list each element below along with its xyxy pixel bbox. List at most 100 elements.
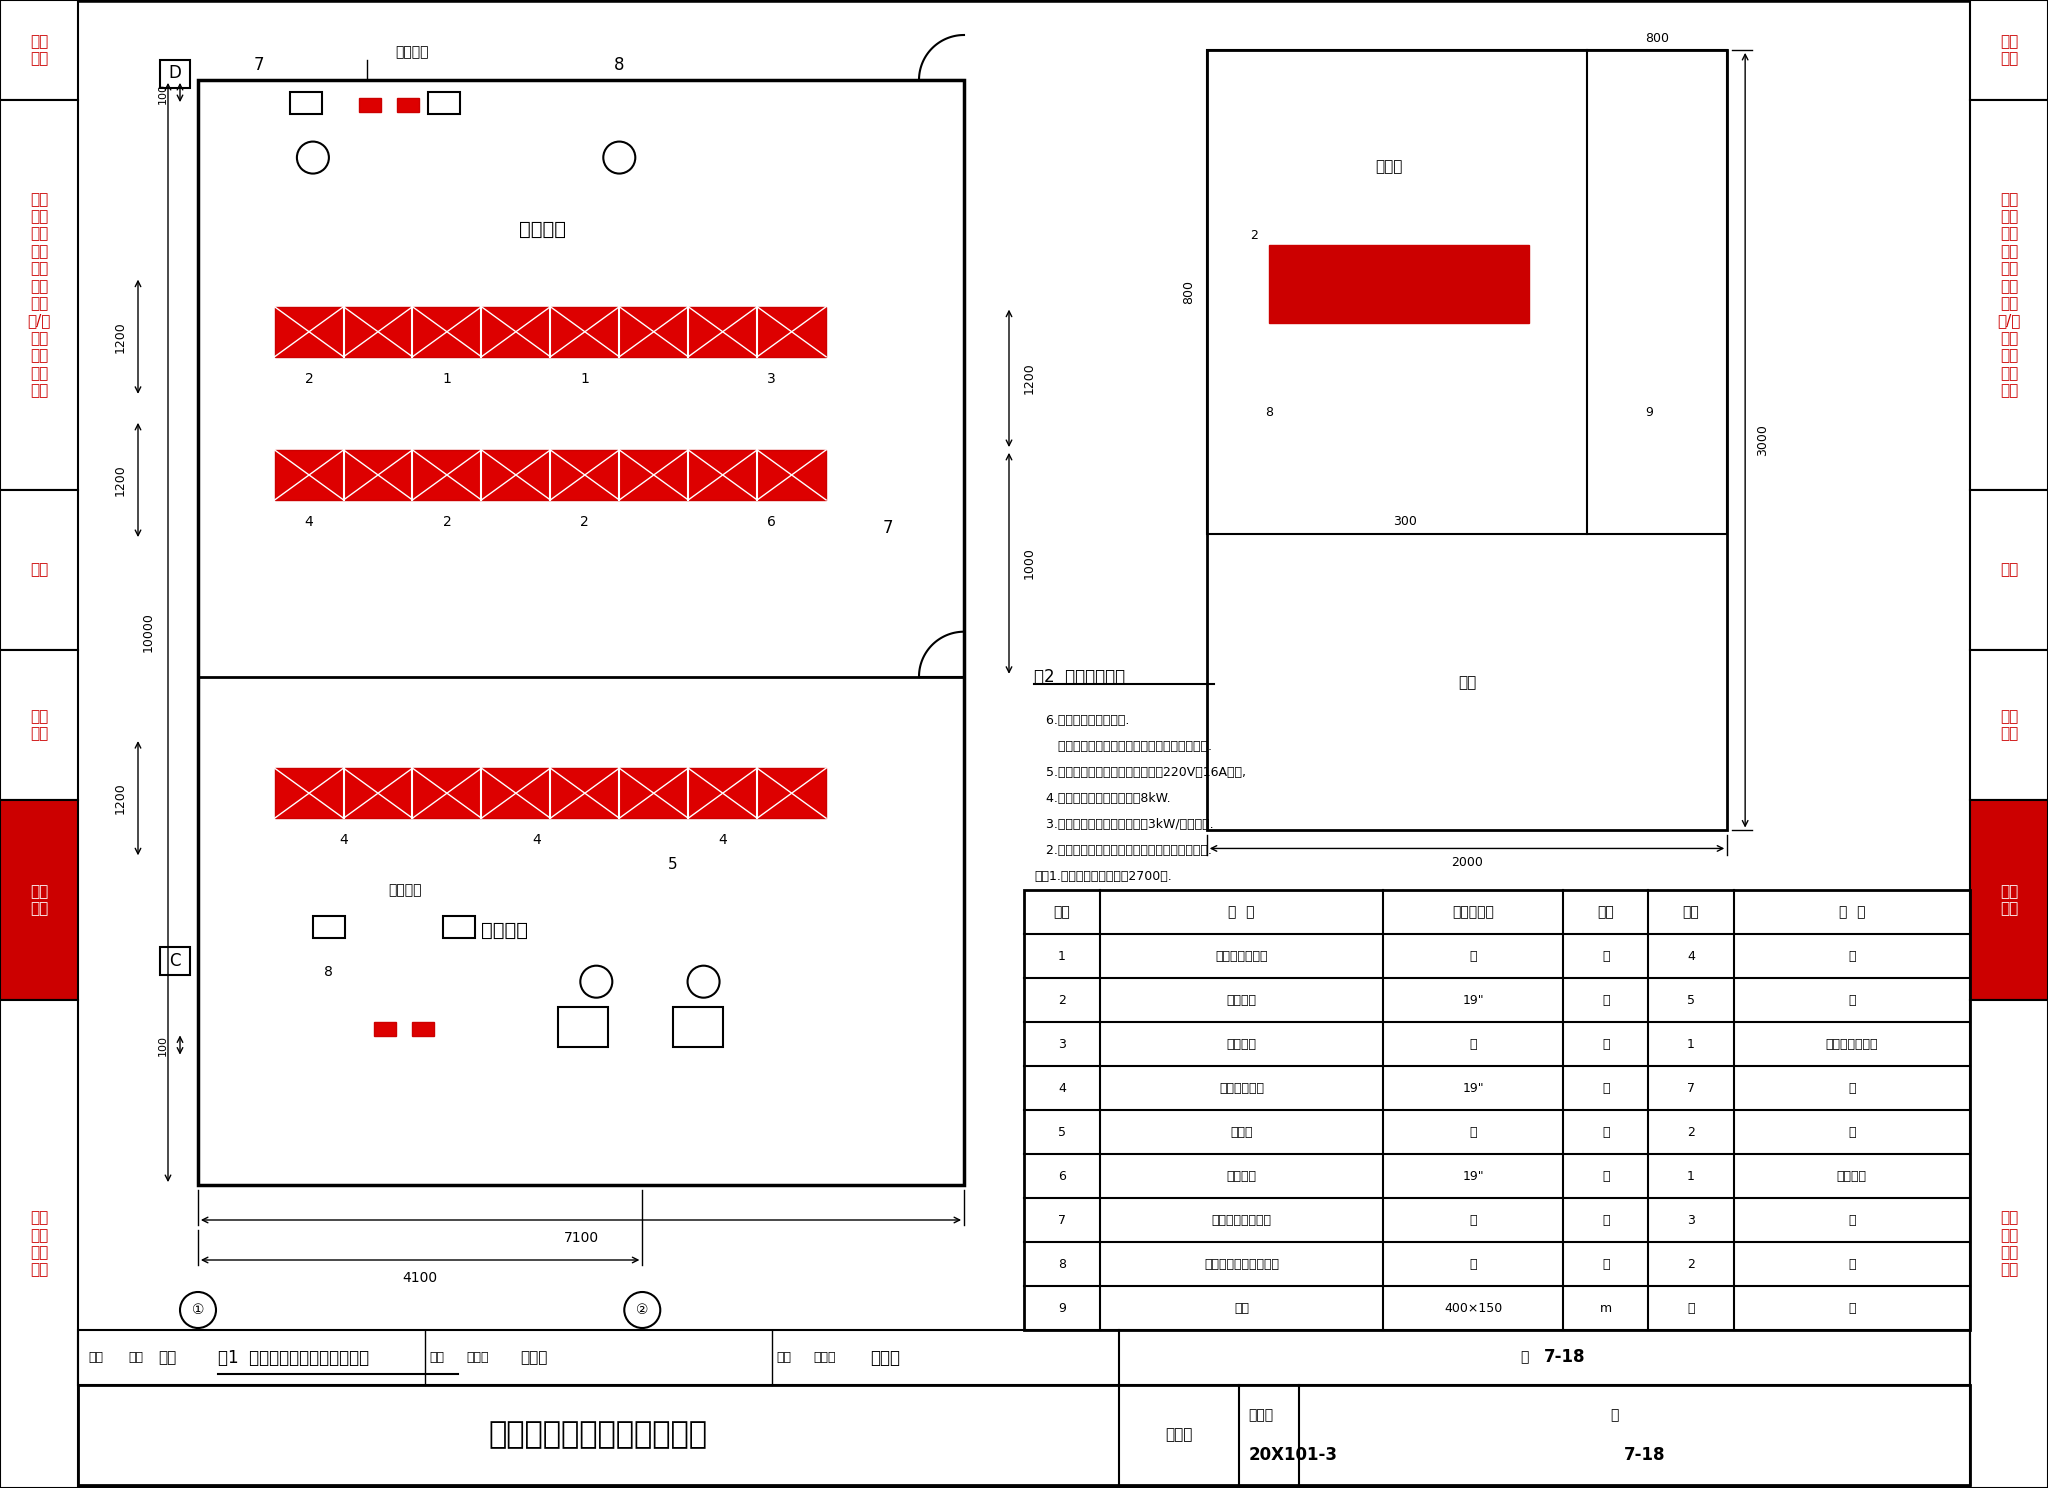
Bar	[274, 449, 825, 500]
Text: ②: ②	[637, 1303, 649, 1317]
Text: 办公楼机房及电信间布置图: 办公楼机房及电信间布置图	[489, 1421, 709, 1449]
Text: 工程
示例: 工程 示例	[31, 884, 47, 917]
Text: 页: 页	[1520, 1351, 1528, 1364]
Bar	[412, 1022, 434, 1036]
Bar	[313, 915, 344, 937]
Bar	[428, 92, 461, 115]
Text: 数量: 数量	[1683, 905, 1700, 920]
Text: 电话交换机柜: 电话交换机柜	[1219, 1082, 1264, 1095]
Text: 10000: 10000	[141, 613, 154, 652]
Text: 20X101-3: 20X101-3	[1249, 1446, 1337, 1464]
Text: 校对: 校对	[430, 1351, 444, 1364]
Bar	[1970, 650, 2048, 801]
Bar	[78, 1330, 1970, 1385]
Text: 综合
布线
系统
设计
光纤
到用
户单
元/户
无源
光局
域网
系统: 综合 布线 系统 设计 光纤 到用 户单 元/户 无源 光局 域网 系统	[1997, 192, 2021, 399]
Text: 8: 8	[1059, 1257, 1065, 1271]
Text: ①: ①	[193, 1303, 205, 1317]
Text: 1: 1	[1059, 949, 1065, 963]
Text: 孙兰: 孙兰	[127, 1351, 143, 1364]
Text: －: －	[1847, 1214, 1855, 1226]
Text: 19": 19"	[1462, 1170, 1485, 1183]
Text: 个: 个	[1602, 1037, 1610, 1051]
Bar	[358, 98, 381, 112]
Bar	[274, 768, 825, 818]
Text: 7100: 7100	[563, 1231, 598, 1245]
Text: 配线机柜: 配线机柜	[1227, 994, 1257, 1006]
Text: 19": 19"	[1462, 1082, 1485, 1095]
Text: 7: 7	[883, 518, 893, 537]
Text: －: －	[1847, 1125, 1855, 1138]
Text: 综合
布线
系统
设计
光纤
到用
户单
元/户
无源
光局
域网
系统: 综合 布线 系统 设计 光纤 到用 户单 元/户 无源 光局 域网 系统	[27, 192, 51, 399]
Bar	[0, 650, 78, 801]
Text: 审核: 审核	[88, 1351, 102, 1364]
Text: 个: 个	[1602, 1125, 1610, 1138]
Text: 计算机网络机柜: 计算机网络机柜	[1214, 949, 1268, 963]
Text: 8: 8	[614, 57, 625, 74]
Bar	[1970, 801, 2048, 1000]
Text: 计算机网络系统: 计算机网络系统	[1825, 1037, 1878, 1051]
Bar	[557, 1007, 608, 1048]
Bar	[160, 60, 190, 88]
Text: 图集号: 图集号	[1165, 1427, 1192, 1442]
Text: －: －	[1470, 949, 1477, 963]
Text: －: －	[1847, 994, 1855, 1006]
Text: 4: 4	[340, 833, 348, 847]
Bar	[291, 92, 322, 115]
Text: 型号及规格: 型号及规格	[1452, 905, 1495, 920]
Text: 陕朝阳: 陕朝阳	[813, 1351, 836, 1364]
Text: 4.电话机房内设备用电量为8kW.: 4.电话机房内设备用电量为8kW.	[1034, 792, 1171, 805]
Text: 2: 2	[1688, 1257, 1696, 1271]
Bar	[1206, 51, 1726, 830]
Text: 3: 3	[766, 372, 776, 385]
Text: 单位: 单位	[1597, 905, 1614, 920]
Text: 图集号: 图集号	[1249, 1408, 1274, 1423]
Text: 7: 7	[254, 57, 264, 74]
Bar	[78, 1385, 1970, 1485]
Bar	[0, 100, 78, 490]
Text: 朱立彤: 朱立彤	[467, 1351, 489, 1364]
Text: 工程
示例: 工程 示例	[2001, 884, 2017, 917]
Text: 6.本布置方案仅供参考.: 6.本布置方案仅供参考.	[1034, 714, 1128, 728]
Text: 2: 2	[442, 515, 451, 528]
Text: 个: 个	[1602, 949, 1610, 963]
Text: 设计: 设计	[776, 1351, 793, 1364]
Text: C: C	[170, 952, 180, 970]
Text: 4: 4	[305, 515, 313, 528]
Bar	[1206, 51, 1726, 534]
Text: 术语
符号: 术语 符号	[2001, 34, 2017, 65]
Text: 3000: 3000	[1755, 424, 1769, 457]
Text: 5: 5	[1688, 994, 1696, 1006]
Text: 检测
验收: 检测 验收	[31, 708, 47, 741]
Text: 图1  网络机房、电话机房布置图: 图1 网络机房、电话机房布置图	[217, 1350, 369, 1367]
Text: 陕朝阳: 陕朝阳	[870, 1348, 899, 1366]
Text: 7-18: 7-18	[1544, 1348, 1585, 1366]
Text: －: －	[1470, 1257, 1477, 1271]
Text: 计算机网络工作站: 计算机网络工作站	[1212, 1214, 1272, 1226]
Text: 4: 4	[1059, 1082, 1065, 1095]
Text: 通信系统: 通信系统	[1837, 1170, 1866, 1183]
Text: m: m	[1599, 1302, 1612, 1314]
Text: 页: 页	[1610, 1408, 1618, 1423]
Text: 电信间: 电信间	[1376, 159, 1403, 174]
Bar	[1970, 0, 2048, 100]
Text: 电源机柜: 电源机柜	[1227, 1037, 1257, 1051]
Text: －: －	[1847, 1082, 1855, 1095]
Bar	[0, 801, 78, 1000]
Text: 施工: 施工	[31, 562, 47, 577]
Text: 个: 个	[1602, 994, 1610, 1006]
Text: 4: 4	[719, 833, 727, 847]
Text: 1000: 1000	[1022, 548, 1036, 579]
Text: 孙兰: 孙兰	[158, 1350, 176, 1364]
Text: 2: 2	[1688, 1125, 1696, 1138]
Text: －: －	[1847, 1257, 1855, 1271]
Text: 柱内主筋: 柱内主筋	[387, 884, 422, 897]
Text: 400×150: 400×150	[1444, 1302, 1503, 1314]
Text: －: －	[1847, 1302, 1855, 1314]
Text: 300: 300	[1393, 515, 1417, 528]
Text: D: D	[168, 64, 182, 82]
Text: 2: 2	[305, 372, 313, 385]
Text: 1200: 1200	[1022, 363, 1036, 394]
Text: 个: 个	[1602, 1214, 1610, 1226]
Text: 柱内主筋: 柱内主筋	[395, 45, 430, 60]
Text: －: －	[1470, 1037, 1477, 1051]
